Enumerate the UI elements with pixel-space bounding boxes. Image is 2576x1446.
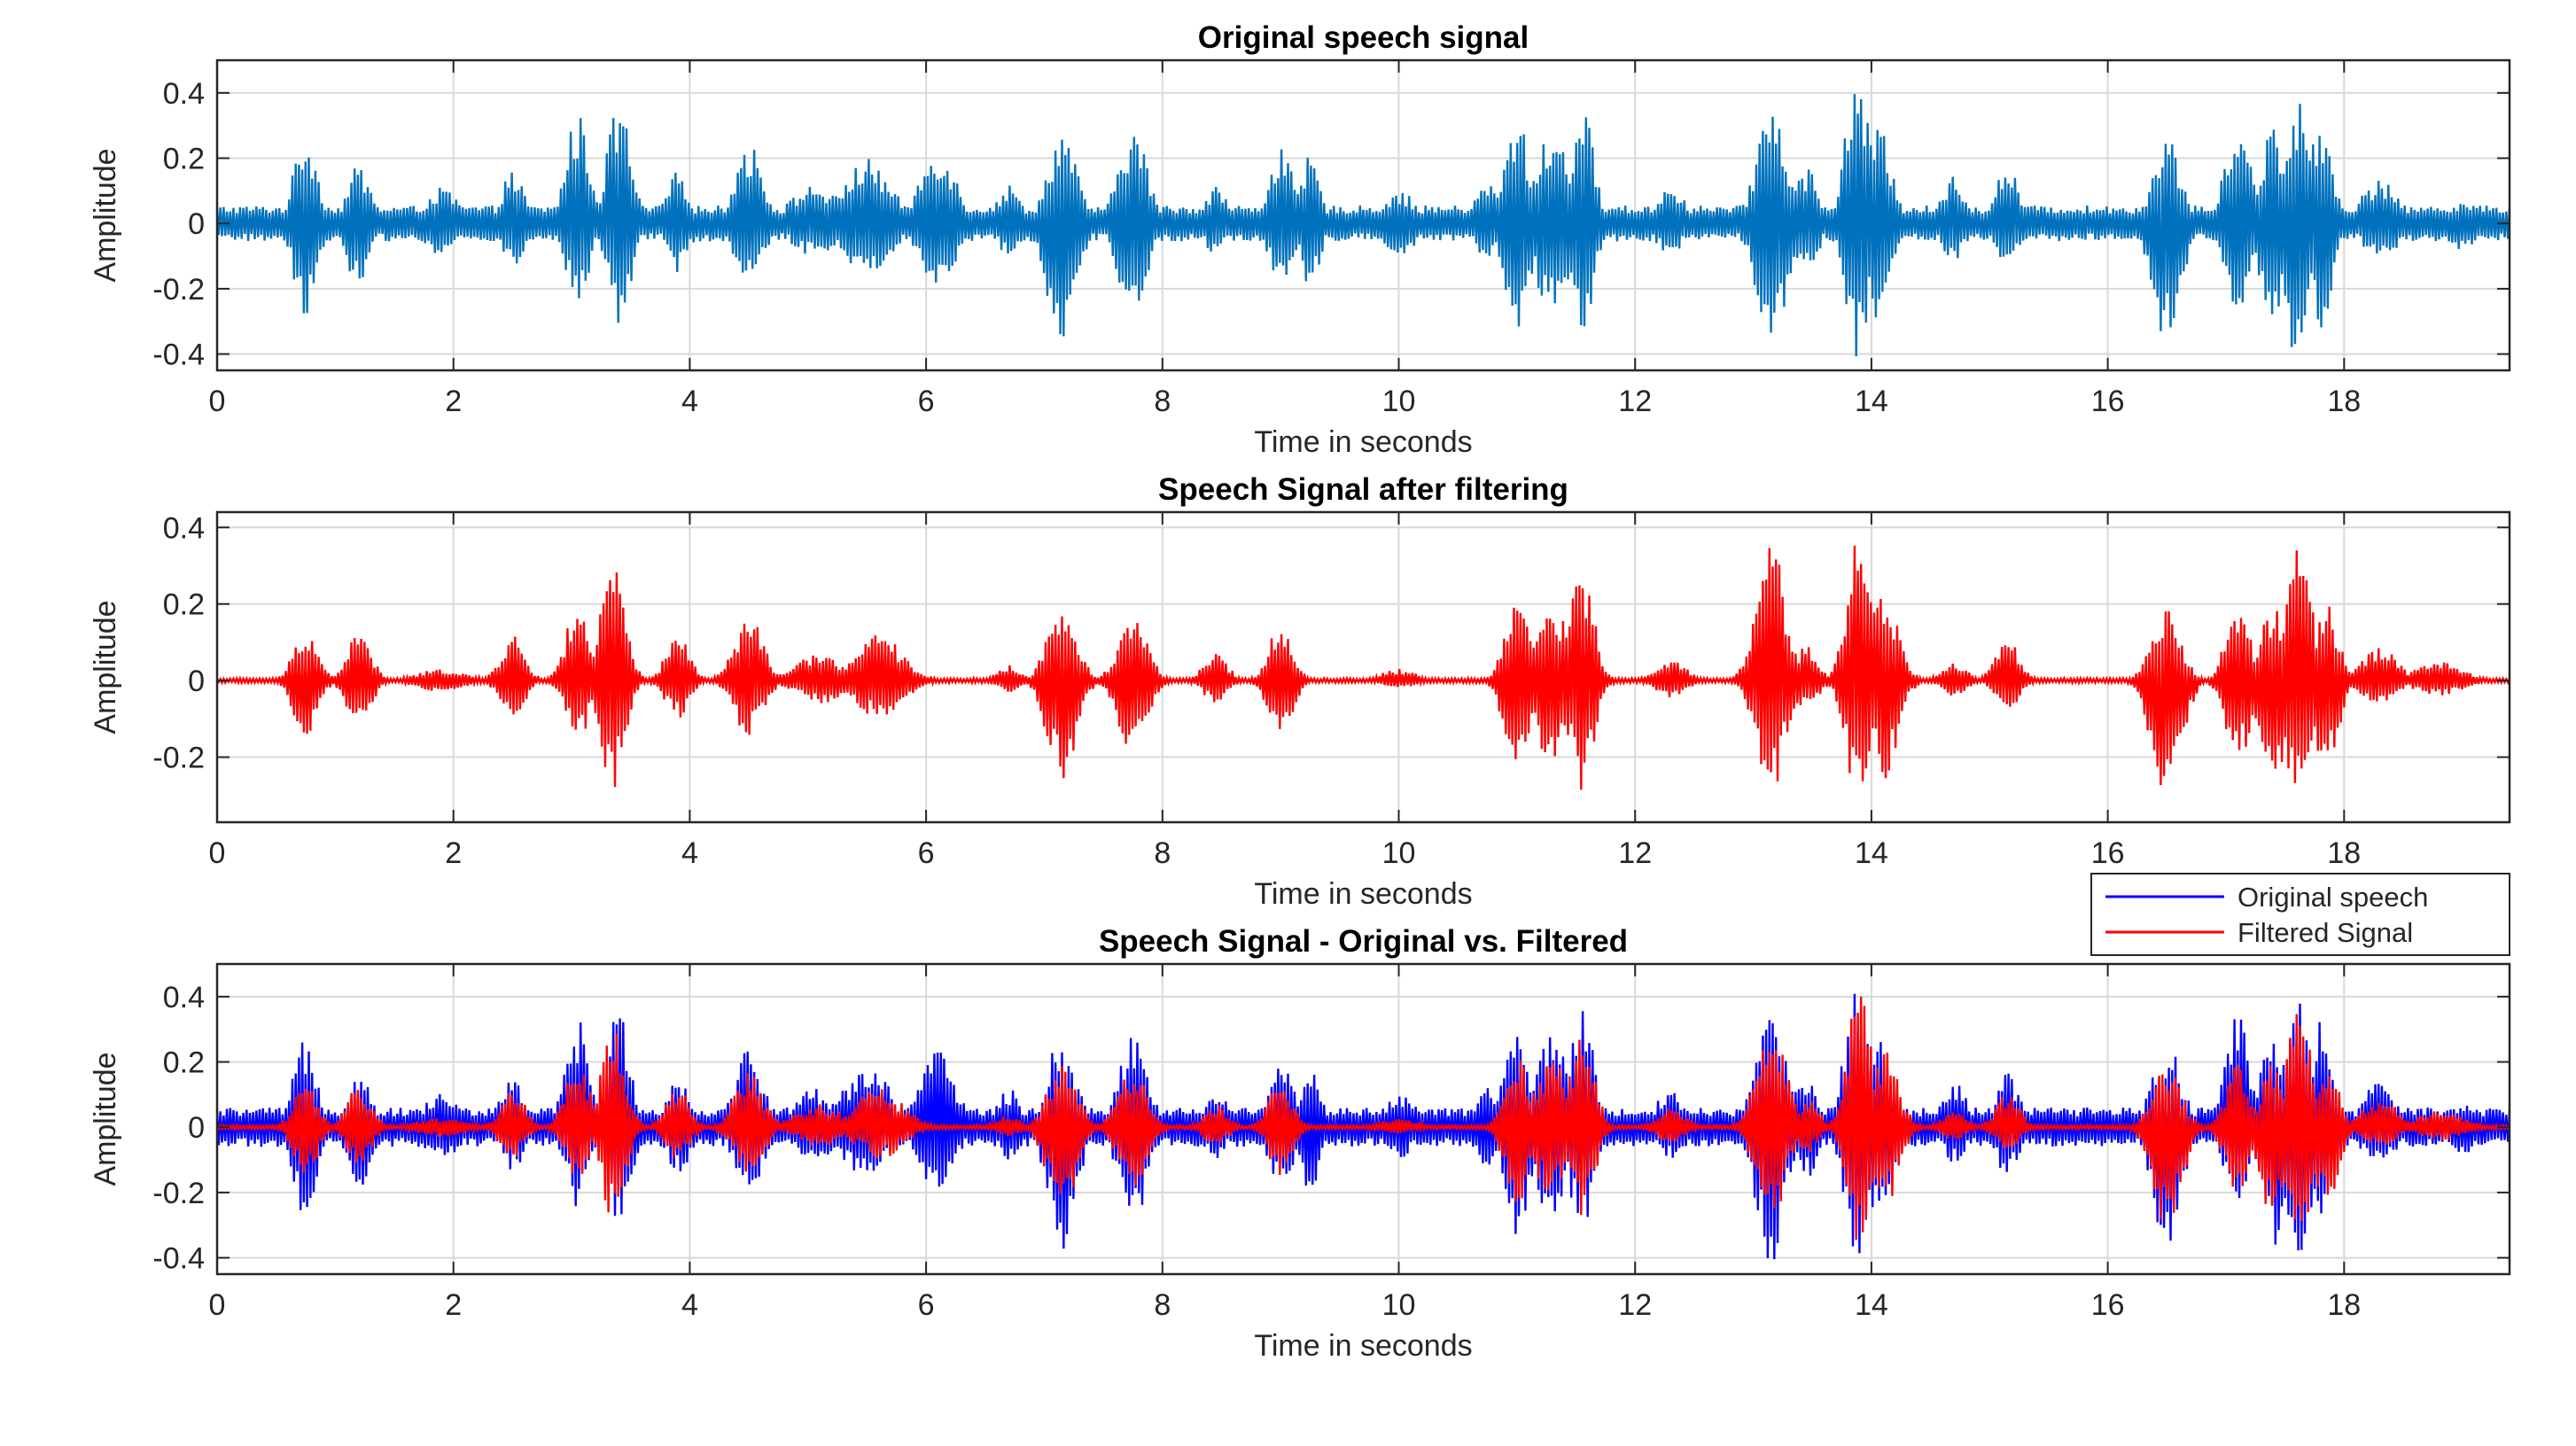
y-tick-label: -0.2 bbox=[152, 742, 205, 775]
series-trace-2 bbox=[215, 996, 2511, 1240]
x-tick-label: 4 bbox=[681, 385, 698, 418]
axes-box bbox=[215, 510, 2511, 824]
x-tick-label: 16 bbox=[2091, 385, 2125, 418]
x-tick-label: 10 bbox=[1382, 385, 1416, 418]
y-tick-label: 0.2 bbox=[163, 588, 205, 622]
chart-panel-1: 0 2 4 6 8 10 12 14 16 18 -0.4 -0.2 0 0.2 0.4 Original s… bbox=[89, 20, 2511, 459]
y-axis-label: Amplitude bbox=[89, 1052, 122, 1186]
x-tick-label: 16 bbox=[2091, 1288, 2125, 1322]
x-tick-label: 4 bbox=[681, 836, 698, 870]
y-tick-label: -0.4 bbox=[152, 1242, 205, 1276]
y-tick-label: 0.4 bbox=[163, 511, 205, 545]
x-tick-label: 8 bbox=[1154, 385, 1171, 418]
x-tick-label: 12 bbox=[1618, 385, 1652, 418]
x-tick-label: 2 bbox=[445, 836, 462, 870]
x-axis-label: Time in seconds bbox=[1254, 425, 1472, 459]
y-tick-label: 0.4 bbox=[163, 981, 205, 1015]
y-tick-label: -0.4 bbox=[152, 338, 205, 372]
chart-panel-2: 0 2 4 6 8 10 12 14 16 18 -0.2 0 0.2 0.4 Speech Signal … bbox=[89, 472, 2511, 911]
x-tick-label: 12 bbox=[1618, 1288, 1652, 1322]
x-tick-label: 12 bbox=[1618, 836, 1652, 870]
x-tick-label: 8 bbox=[1154, 836, 1171, 870]
chart-title: Original speech signal bbox=[1198, 20, 1529, 55]
series-trace-1 bbox=[215, 545, 2511, 790]
x-tick-label: 14 bbox=[1855, 836, 1888, 870]
chart-title: Speech Signal - Original vs. Filtered bbox=[1099, 924, 1628, 959]
x-tick-label: 18 bbox=[2327, 836, 2361, 870]
x-tick-label: 0 bbox=[209, 1288, 226, 1322]
axes-box bbox=[215, 58, 2511, 372]
x-tick-label: 4 bbox=[681, 1288, 698, 1322]
chart-panel-3: 0 2 4 6 8 10 12 14 16 18 -0.4 -0.2 0 0.2 0.4 Speech Sig… bbox=[89, 873, 2511, 1363]
x-tick-label: 10 bbox=[1382, 1288, 1416, 1322]
y-tick-label: 0 bbox=[188, 1111, 205, 1145]
y-tick-label: 0 bbox=[188, 207, 205, 241]
x-tick-label: 8 bbox=[1154, 1288, 1171, 1322]
legend-entry: Filtered Signal bbox=[2237, 917, 2413, 948]
y-tick-label: 0 bbox=[188, 665, 205, 698]
x-axis-label: Time in seconds bbox=[1254, 1329, 1472, 1363]
x-tick-label: 18 bbox=[2327, 385, 2361, 418]
y-tick-label: 0.2 bbox=[163, 1046, 205, 1080]
x-tick-label: 2 bbox=[445, 1288, 462, 1322]
x-tick-label: 18 bbox=[2327, 1288, 2361, 1322]
x-tick-label: 14 bbox=[1855, 385, 1888, 418]
legend-entry: Original speech bbox=[2237, 882, 2428, 913]
x-tick-label: 6 bbox=[918, 836, 935, 870]
x-tick-label: 10 bbox=[1382, 836, 1416, 870]
x-tick-label: 14 bbox=[1855, 1288, 1888, 1322]
series-trace-1 bbox=[215, 94, 2511, 357]
x-tick-label: 2 bbox=[445, 385, 462, 418]
x-tick-label: 6 bbox=[918, 385, 935, 418]
legend-box bbox=[2090, 873, 2510, 956]
y-tick-label: -0.2 bbox=[152, 1177, 205, 1210]
y-axis-label: Amplitude bbox=[89, 600, 122, 734]
x-axis-label: Time in seconds bbox=[1254, 877, 1472, 911]
x-tick-label: 0 bbox=[209, 836, 226, 870]
axes-box bbox=[215, 962, 2511, 1276]
chart-title: Speech Signal after filtering bbox=[1158, 472, 1568, 507]
y-axis-label: Amplitude bbox=[89, 148, 122, 282]
x-tick-label: 6 bbox=[918, 1288, 935, 1322]
y-tick-label: 0.2 bbox=[163, 143, 205, 176]
x-tick-label: 0 bbox=[209, 385, 226, 418]
y-tick-label: 0.4 bbox=[163, 77, 205, 111]
x-tick-label: 16 bbox=[2091, 836, 2125, 870]
legend: Original speech Filtered Signal bbox=[2090, 873, 2510, 956]
y-tick-label: -0.2 bbox=[152, 273, 205, 307]
